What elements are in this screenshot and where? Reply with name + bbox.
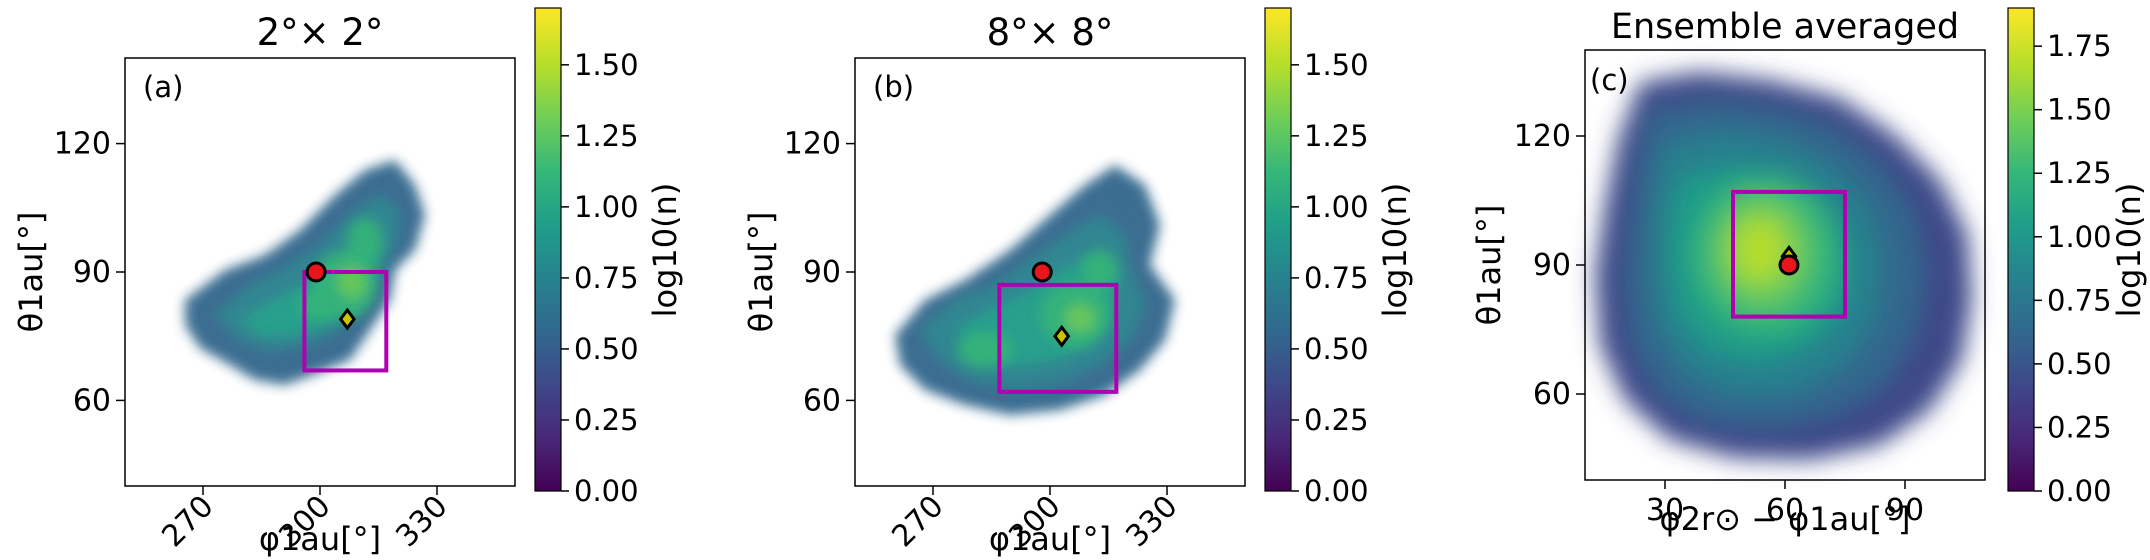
colorbar-c: log10(n) 0.00 0.25 0.50 0.75 1.00 1.25 1.50 1.7… (2007, 7, 2148, 508)
diamond-marker-a (338, 307, 356, 331)
colorbar-tick-label-c: 0.50 (2047, 347, 2112, 381)
panel-label-a: (a) (143, 70, 183, 104)
y-tick-label-a: 120 (54, 127, 111, 162)
colorbar-tick-label-c: 0.25 (2047, 410, 2112, 444)
x-tick-label-b: 270 (885, 489, 950, 554)
colorbar-label-c: log10(n) (2110, 183, 2148, 318)
circle-marker-b (1031, 261, 1053, 283)
overlay-b (997, 261, 1119, 394)
colorbar-tick-label-c: 0.00 (2047, 474, 2112, 508)
x-axis-label-b: φ1au[°] (989, 520, 1111, 558)
colorbar-tick-label-b: 0.25 (1304, 403, 1369, 437)
region-box-c (1731, 189, 1847, 319)
colorbar-tick-label-c: 0.75 (2047, 283, 2112, 317)
colorbar-gradient-b (1264, 7, 1292, 492)
colorbar-tick-label-b: 1.25 (1304, 119, 1369, 153)
ticks-c: 30 60 90 60 90 120 (1514, 119, 1924, 528)
circle-marker-c (1778, 254, 1800, 276)
x-tick-label-c: 90 (1886, 493, 1924, 528)
colorbar-tick-label-b: 1.00 (1304, 190, 1369, 224)
colorbar-gradient-c (2007, 7, 2035, 492)
colorbar-gradient-a (534, 7, 562, 492)
y-tick-label-a: 60 (73, 383, 111, 418)
chart-title-c: Ensemble averaged (1611, 7, 1959, 47)
region-box-a (302, 270, 389, 373)
colorbar-tick-label-a: 1.00 (574, 190, 639, 224)
region-box-b (997, 282, 1119, 394)
y-axis-label-a: θ1au[°] (12, 212, 50, 333)
colorbar-label-a: log10(n) (646, 183, 684, 318)
circle-marker-a (305, 261, 327, 283)
y-tick-label-a: 90 (73, 255, 111, 290)
overlay-a (302, 261, 389, 373)
chart-title-b: 8°× 8° (987, 11, 1114, 54)
x-tick-label-c: 30 (1646, 493, 1684, 528)
overlay-c (1731, 189, 1847, 319)
colorbar-tick-label-a: 0.00 (574, 474, 639, 508)
diamond-marker-b (1053, 324, 1071, 348)
x-tick-label-a: 270 (155, 489, 220, 554)
x-tick-label-b: 330 (1119, 489, 1184, 554)
colorbar-tick-label-c: 1.75 (2047, 29, 2112, 63)
y-tick-label-b: 120 (784, 127, 841, 162)
y-axis-label-b: θ1au[°] (742, 212, 780, 333)
x-tick-label-a: 330 (389, 489, 454, 554)
colorbar-a: log10(n) 0.00 0.25 0.50 0.75 1.00 1.25 1.50 (534, 7, 684, 508)
colorbar-tick-label-b: 0.75 (1304, 261, 1369, 295)
colorbar-tick-label-b: 1.50 (1304, 48, 1369, 82)
colorbar-tick-label-b: 0.00 (1304, 474, 1369, 508)
y-tick-label-c: 90 (1533, 248, 1571, 283)
chart-title-a: 2°× 2° (257, 11, 384, 54)
y-tick-label-c: 60 (1533, 377, 1571, 412)
colorbar-b: log10(n) 0.00 0.25 0.50 0.75 1.00 1.25 1.50 (1264, 7, 1414, 508)
x-tick-label-c: 60 (1766, 493, 1804, 528)
colorbar-tick-label-a: 1.50 (574, 48, 639, 82)
colorbar-tick-label-c: 1.25 (2047, 156, 2112, 190)
y-tick-label-c: 120 (1514, 119, 1571, 154)
colorbar-tick-label-b: 0.50 (1304, 332, 1369, 366)
colorbar-tick-label-c: 1.00 (2047, 220, 2112, 254)
panel-label-b: (b) (873, 70, 914, 104)
colorbar-tick-label-a: 1.25 (574, 119, 639, 153)
colorbar-tick-label-a: 0.50 (574, 332, 639, 366)
y-tick-label-b: 90 (803, 255, 841, 290)
x-axis-label-c: φ2r⊙ − φ1au[°] (1660, 500, 1911, 538)
colorbar-tick-label-c: 1.50 (2047, 93, 2112, 127)
panel-c: 30 60 90 60 90 120 (c) Ensemble averaged φ2r⊙… (1470, 7, 2148, 538)
x-axis-label-a: φ1au[°] (259, 520, 381, 558)
colorbar-label-b: log10(n) (1376, 183, 1414, 318)
panel-label-c: (c) (1590, 63, 1629, 97)
colorbar-tick-label-a: 0.75 (574, 261, 639, 295)
y-axis-label-c: θ1au[°] (1470, 205, 1508, 326)
colorbar-tick-label-a: 0.25 (574, 403, 639, 437)
y-tick-label-b: 60 (803, 383, 841, 418)
